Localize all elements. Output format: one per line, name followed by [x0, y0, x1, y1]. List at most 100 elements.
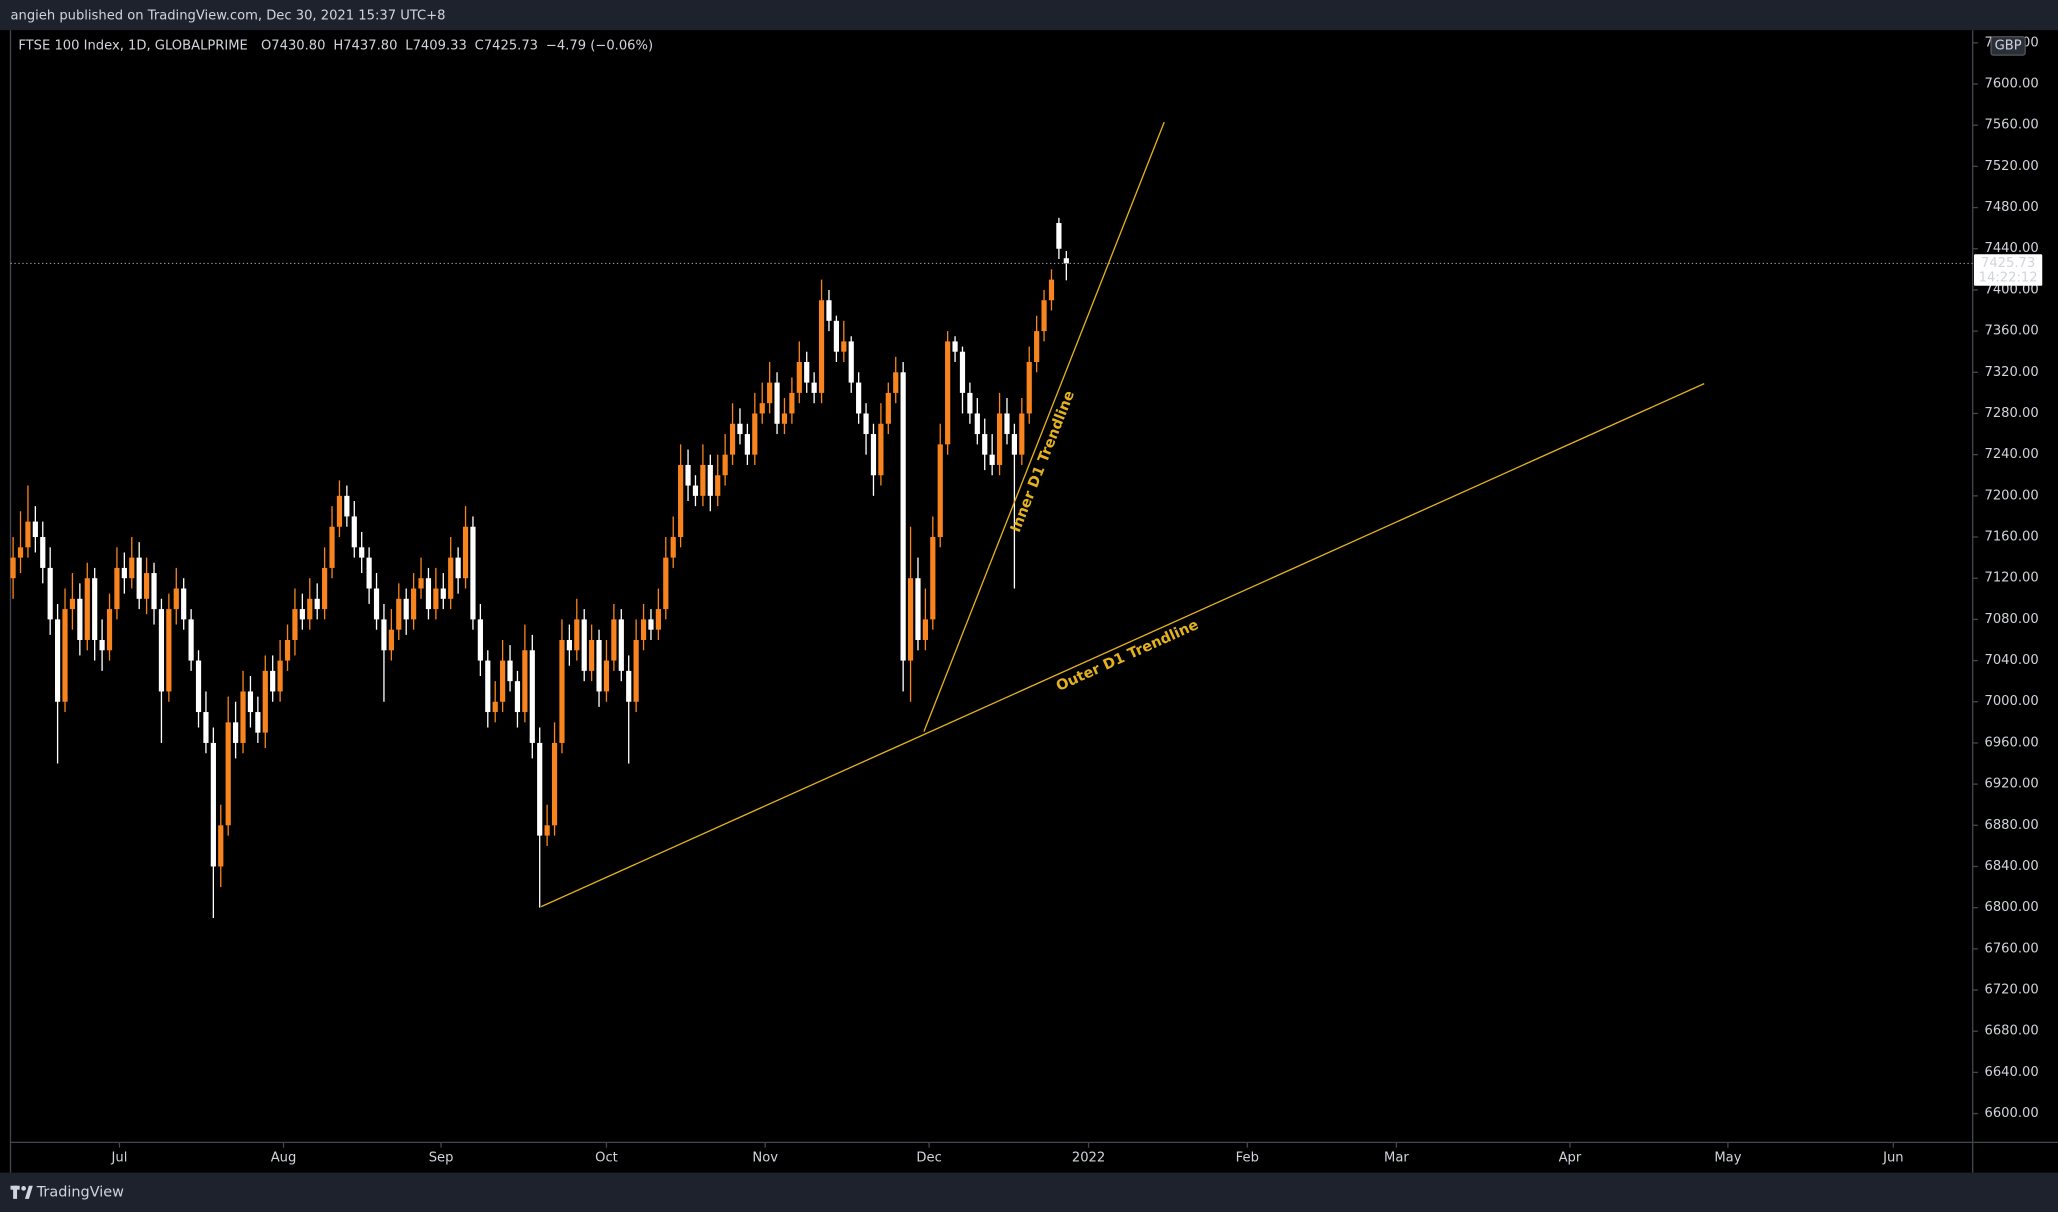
candle-body [477, 619, 483, 661]
candle-body [885, 392, 891, 424]
candle-body [663, 557, 669, 610]
brand-logo [10, 1185, 33, 1199]
y-tick-label: 7280.00 [1985, 406, 2039, 421]
candle-body [848, 341, 854, 383]
candle-body [982, 434, 988, 455]
currency-box [1990, 36, 2026, 56]
x-tick-label: Nov [752, 1151, 778, 1166]
candle-body [826, 300, 832, 321]
candle-body [596, 639, 602, 692]
candle-body [270, 670, 276, 692]
candle-body [789, 392, 795, 414]
candle-body [989, 454, 995, 465]
candle-body [915, 578, 921, 640]
candle-body [500, 660, 506, 702]
candle-body [618, 619, 624, 671]
candle-body [366, 557, 372, 589]
candle-body [678, 464, 684, 538]
candle-body [136, 557, 142, 599]
countdown: 14:22:12 [1979, 270, 2038, 285]
candle-body [403, 598, 409, 620]
candle-body [930, 537, 936, 620]
candle-body [551, 742, 558, 826]
candle-body [388, 629, 394, 651]
candle-body [195, 660, 202, 713]
candle-body [106, 609, 113, 651]
y-tick-label: 7040.00 [1985, 653, 2039, 668]
candle-body [307, 598, 313, 620]
candle-body [841, 341, 847, 352]
candle-body [77, 598, 83, 640]
candle-body [151, 573, 157, 610]
y-tick-label: 7560.00 [1985, 118, 2039, 133]
candle-body [292, 609, 298, 640]
y-tick-label: 6600.00 [1985, 1106, 2039, 1121]
y-tick-label: 6760.00 [1985, 941, 2039, 956]
candle-body [767, 382, 773, 404]
candle-body [262, 670, 268, 733]
candle-body [759, 403, 765, 414]
x-tick-label: Jul [111, 1151, 128, 1166]
trendline [540, 383, 1705, 908]
x-tick-label: Mar [1384, 1151, 1409, 1166]
candle-body [55, 619, 61, 702]
candle-body [715, 475, 721, 496]
candle-body [351, 516, 357, 548]
y-tick-label: 6840.00 [1985, 859, 2039, 874]
candle-body [566, 639, 572, 651]
candle-body [218, 825, 224, 867]
candle-body [922, 619, 928, 640]
candle-body [173, 588, 179, 610]
candle-body [633, 639, 639, 702]
candle-body [121, 567, 127, 579]
candle-body [856, 382, 862, 414]
candle-body [203, 712, 209, 743]
candle-body [425, 578, 432, 610]
y-tick-label: 7360.00 [1985, 324, 2039, 339]
candle-body [188, 619, 194, 661]
y-tick-label: 7080.00 [1985, 612, 2039, 627]
candle-body [1026, 362, 1032, 414]
candle-body [299, 609, 305, 620]
candle-body [537, 742, 543, 836]
candle-body [359, 547, 365, 558]
candle-body [396, 598, 402, 630]
candle-body [589, 639, 595, 671]
candle-body [692, 485, 699, 496]
candle-body [17, 547, 24, 558]
candle-body [240, 691, 246, 743]
candle-body [1056, 223, 1062, 249]
y-tick-label: 6640.00 [1985, 1065, 2039, 1080]
candle-body [344, 495, 350, 517]
candle-body [62, 609, 68, 702]
candle-body [574, 619, 580, 651]
candle-body [611, 619, 617, 661]
ohlc-label: H7437.80 [333, 38, 397, 53]
candle-body [1011, 434, 1017, 455]
candle-body [448, 557, 454, 599]
candle-body [470, 526, 476, 620]
brand: TradingView [36, 1184, 124, 1200]
candle-body [670, 537, 676, 558]
y-tick-label: 6720.00 [1985, 983, 2039, 998]
y-tick-label: 7440.00 [1985, 241, 2039, 256]
y-tick-label: 7240.00 [1985, 447, 2039, 462]
candle-body [559, 639, 565, 743]
candle-body [752, 413, 758, 455]
candle-body [1004, 413, 1010, 435]
y-tick-label: 7320.00 [1985, 365, 2039, 380]
bottom-bar [0, 1172, 2058, 1212]
x-tick-label: Apr [1559, 1151, 1582, 1166]
candle-body [863, 413, 869, 435]
candle-body [952, 341, 958, 352]
candle-body [974, 413, 980, 435]
candle-body [373, 588, 380, 620]
candle-body [870, 434, 877, 476]
candle-body [25, 521, 31, 548]
candle-body [314, 598, 320, 610]
candle-body [648, 619, 654, 630]
candle-body [69, 598, 76, 610]
y-tick-label: 6800.00 [1985, 900, 2039, 915]
